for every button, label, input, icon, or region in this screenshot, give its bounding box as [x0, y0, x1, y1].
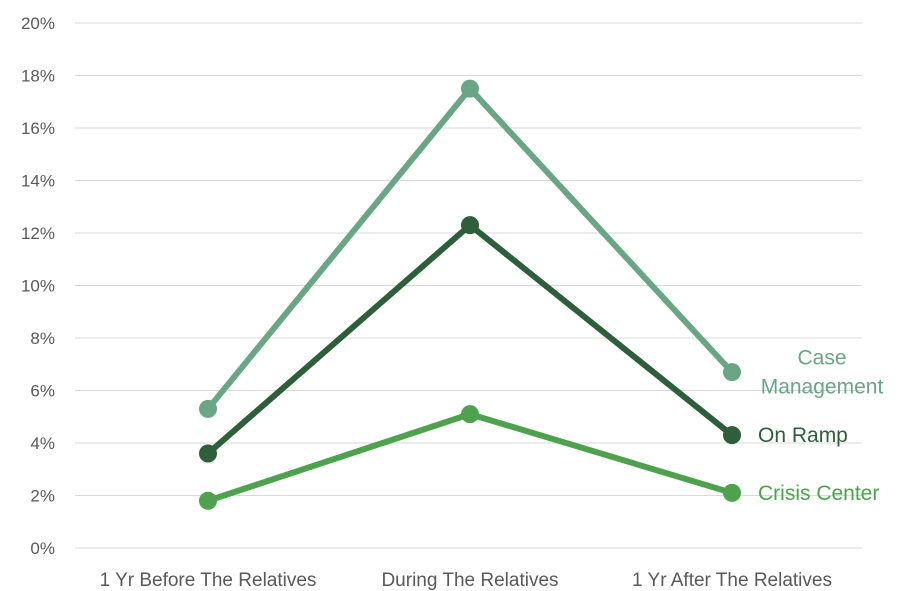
y-tick-label: 2% — [30, 487, 55, 506]
data-point — [723, 363, 741, 382]
y-tick-label: 16% — [21, 119, 55, 138]
x-tick-label: During The Relatives — [381, 570, 558, 591]
y-tick-label: 0% — [30, 539, 55, 558]
y-tick-label: 12% — [21, 224, 55, 243]
data-point — [199, 399, 217, 418]
x-axis-ticks: 1 Yr Before The Relatives During The Rela… — [100, 570, 832, 591]
data-point — [461, 405, 479, 424]
y-tick-label: 14% — [21, 172, 55, 191]
y-tick-label: 20% — [21, 14, 55, 33]
y-tick-label: 6% — [30, 382, 55, 401]
data-point — [199, 491, 217, 510]
series-label: Case — [797, 347, 846, 370]
series-line — [205, 85, 735, 412]
y-tick-label: 10% — [21, 277, 55, 296]
series-label: Crisis Center — [758, 482, 879, 505]
y-tick-label: 4% — [30, 434, 55, 453]
data-point — [199, 444, 217, 463]
data-point — [461, 216, 479, 235]
x-tick-label: 1 Yr Before The Relatives — [100, 570, 317, 591]
y-axis-ticks: 0% 2% 4% 6% 8% 10% 12% 14% 16% 18% 20% — [21, 14, 55, 558]
x-tick-label: 1 Yr After The Relatives — [632, 570, 832, 591]
series-line — [205, 411, 735, 504]
gridlines — [75, 22, 862, 549]
series-label: On Ramp — [758, 424, 848, 447]
y-tick-label: 8% — [30, 329, 55, 348]
series-label: Management — [761, 376, 884, 399]
series-group — [199, 79, 741, 510]
data-point — [723, 483, 741, 502]
series-crisis-center — [199, 405, 741, 510]
data-point — [461, 79, 479, 98]
series-on-ramp — [199, 216, 741, 463]
data-point — [723, 426, 741, 445]
series-labels: Case Management On Ramp Crisis Center — [758, 347, 883, 505]
series-case-management — [199, 79, 741, 418]
y-tick-label: 18% — [21, 67, 55, 86]
